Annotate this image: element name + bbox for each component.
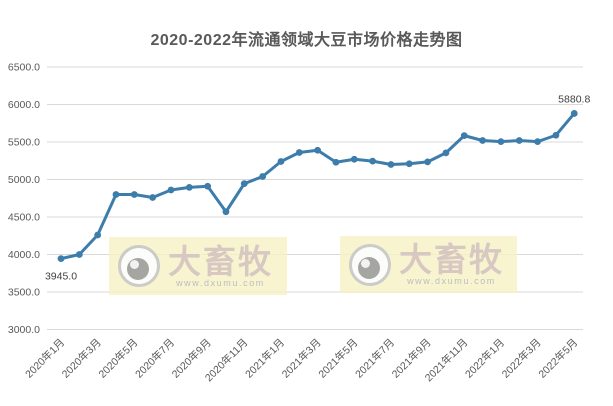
x-axis-tick-label: 2022年5月 [536, 336, 581, 381]
data-point-marker [94, 231, 102, 239]
data-point-marker [295, 149, 303, 156]
data-point-marker [479, 137, 486, 144]
data-point-marker [277, 158, 285, 165]
data-point-marker [570, 110, 578, 117]
y-axis-tick-label: 3500.0 [8, 287, 40, 299]
y-axis-tick-label: 5000.0 [8, 174, 40, 186]
y-axis-tick-label: 5500.0 [8, 137, 40, 149]
y-axis-tick-label: 6500.0 [8, 62, 40, 74]
data-point-marker [424, 158, 431, 166]
data-point-marker [222, 208, 230, 216]
watermark-text-block: 大畜牧 www.dxumu.com [399, 241, 504, 287]
watermark-site-url: www.dxumu.com [176, 277, 265, 288]
data-point-marker [314, 146, 322, 154]
data-point-marker [387, 161, 395, 168]
watermark-text-block: 大畜牧 www.dxumu.com [168, 242, 273, 288]
data-point-marker [204, 182, 212, 190]
data-point-marker [259, 173, 267, 180]
watermark-brand: 大畜牧 [399, 241, 504, 278]
data-point-marker [534, 138, 541, 146]
watermark-right: 大畜牧 www.dxumu.com [340, 236, 517, 293]
data-point-marker [350, 155, 358, 163]
data-point-marker [130, 191, 138, 198]
data-point-marker [369, 157, 377, 165]
data-point-marker [405, 160, 413, 168]
eye-glint [361, 258, 370, 268]
data-point-marker [552, 131, 560, 139]
y-axis-tick-label: 4000.0 [8, 249, 40, 261]
eye-glint [130, 260, 139, 269]
data-point-marker [240, 180, 248, 188]
data-point-marker [57, 255, 65, 263]
data-point-marker [185, 183, 193, 191]
y-axis-tick-label: 4500.0 [8, 212, 40, 224]
data-point-marker [112, 191, 120, 198]
data-point-marker [442, 149, 450, 157]
data-point-marker [167, 186, 175, 194]
y-axis-tick-label: 6000.0 [8, 99, 40, 111]
watermark-left: 大畜牧 www.dxumu.com [109, 237, 287, 295]
watermark-brand: 大畜牧 [168, 242, 273, 280]
data-point-marker [332, 158, 340, 166]
eye-pupil [358, 256, 380, 279]
data-point-label: 5880.8 [558, 93, 590, 105]
data-point-marker [497, 138, 505, 146]
data-point-marker [515, 137, 523, 144]
data-point-label: 3945.0 [45, 271, 77, 283]
watermark-site-url: www.dxumu.com [407, 276, 496, 286]
data-point-marker [149, 194, 157, 201]
y-axis-tick-label: 3000.0 [8, 324, 40, 336]
eye-logo-icon [349, 243, 391, 286]
eye-logo-icon [118, 245, 160, 287]
chart-title: 2020-2022年流通领域大豆市场价格走势图 [150, 32, 463, 49]
eye-pupil [127, 258, 149, 280]
data-point-marker [460, 132, 468, 140]
data-point-marker [75, 251, 83, 258]
